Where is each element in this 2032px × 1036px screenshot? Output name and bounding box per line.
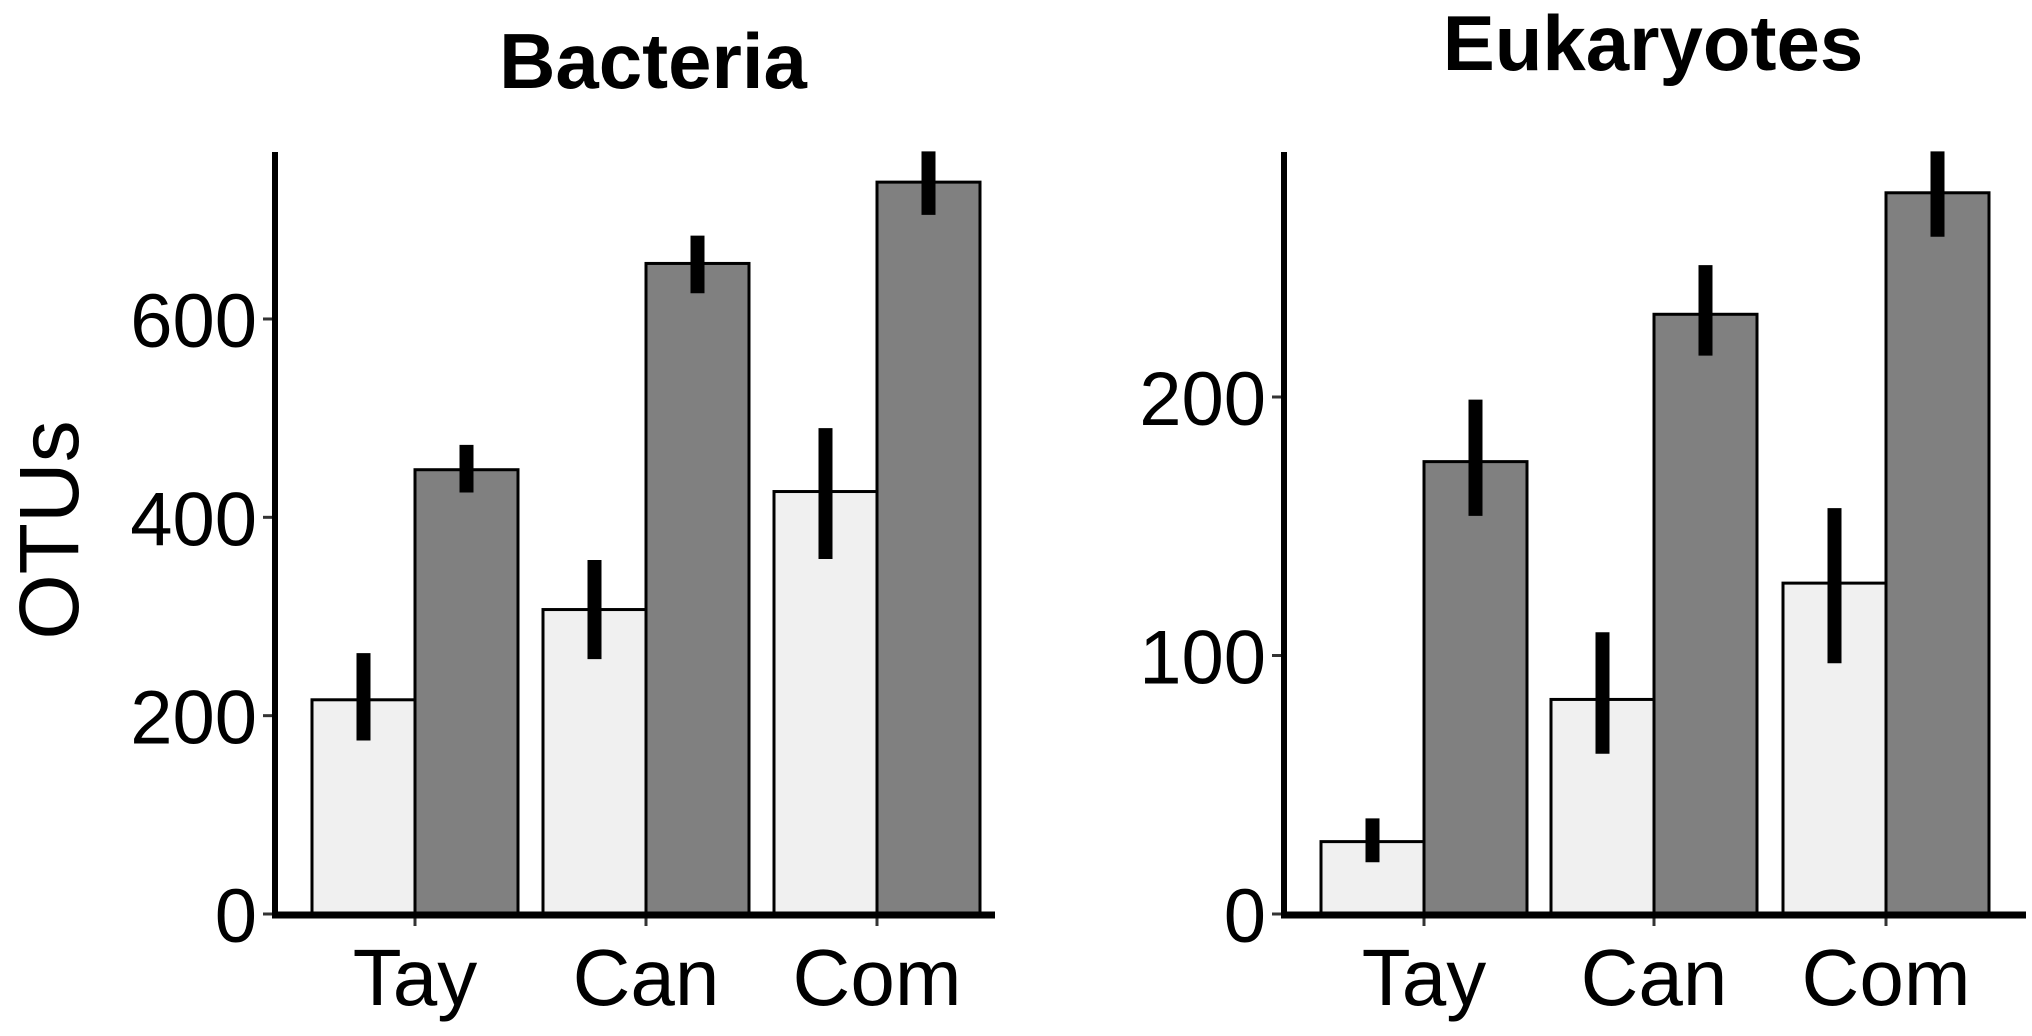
y-axis-ticks: 0 100 200: [1139, 357, 1888, 959]
bar-dark-can: [1652, 312, 1759, 916]
bar-dark-com: [1884, 191, 1991, 916]
y-tick-label: 200: [1139, 357, 1266, 442]
panel-title: Eukaryotes: [1443, 0, 1864, 87]
bar-dark-tay: [1422, 460, 1529, 916]
bar-dark-can: [644, 261, 751, 916]
x-tick-label: Tay: [1362, 933, 1487, 1022]
bacteria-panel: Bacteria 0 200 400 600 Tay Can Com: [130, 17, 995, 1022]
y-tick-label: 100: [1139, 616, 1266, 701]
bar-dark-com: [875, 180, 982, 916]
x-tick-label: Can: [573, 933, 720, 1022]
y-tick-label: 200: [130, 676, 257, 761]
bar-dark-tay: [413, 468, 520, 916]
y-tick-label: 600: [130, 279, 257, 364]
y-tick-label: 0: [215, 874, 257, 959]
x-axis-labels: Tay Can Com: [353, 933, 962, 1022]
y-tick-label: 0: [1224, 874, 1266, 959]
bars: [310, 151, 982, 916]
x-tick-label: Com: [1802, 933, 1971, 1022]
x-tick-label: Can: [1581, 933, 1728, 1022]
y-axis-label: OTUs: [2, 420, 96, 639]
x-tick-label: Com: [793, 933, 962, 1022]
panel-title: Bacteria: [499, 17, 807, 105]
x-axis-labels: Tay Can Com: [1362, 933, 1971, 1022]
eukaryotes-panel: Eukaryotes 0 100 200 Tay Can Com: [1139, 0, 2026, 1022]
x-tick-label: Tay: [353, 933, 478, 1022]
bars: [1319, 151, 1991, 916]
y-tick-label: 400: [130, 477, 257, 562]
